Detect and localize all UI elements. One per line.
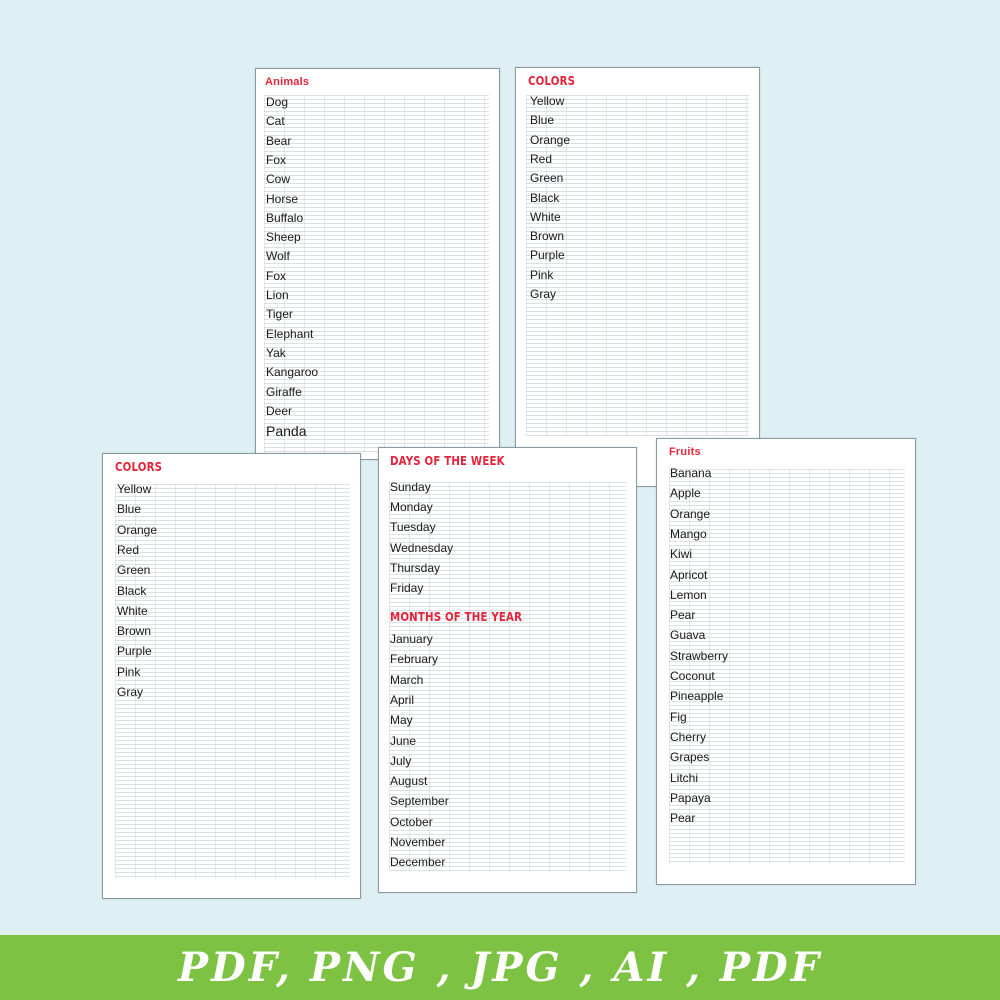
word-item: White xyxy=(117,603,148,618)
word-item: August xyxy=(390,774,428,789)
word-item: Tiger xyxy=(266,307,293,322)
word-item: Cat xyxy=(266,114,285,129)
word-item: Pear xyxy=(670,811,696,826)
worksheet-colors-back: COLORS Yellow Blue Orange Red Green Black Whit… xyxy=(515,67,760,487)
word-item: Thursday xyxy=(390,560,441,575)
worksheet-title: Fruits xyxy=(669,446,701,458)
word-item: Tuesday xyxy=(390,520,436,535)
tracing-grid xyxy=(389,482,626,872)
word-item: Green xyxy=(530,171,564,186)
word-item: Friday xyxy=(390,581,424,595)
word-item: Banana xyxy=(670,466,712,480)
word-item: Wednesday xyxy=(390,540,454,555)
word-item: Elephant xyxy=(266,326,314,341)
word-item: Mango xyxy=(670,526,707,541)
months-title: MONTHS OF THE YEAR xyxy=(390,610,523,624)
worksheet-fruits: Fruits Banana Apple Orange Mango Kiwi Apricot… xyxy=(656,438,916,885)
word-item: October xyxy=(390,814,433,829)
word-item: Fox xyxy=(266,268,287,283)
word-item: Brown xyxy=(117,624,152,639)
word-item: Yak xyxy=(266,345,286,360)
days-title: DAYS OF THE WEEK xyxy=(390,454,505,468)
word-item: Sunday xyxy=(390,480,431,494)
word-item: Purple xyxy=(117,644,152,659)
word-item: November xyxy=(390,835,446,849)
word-item: Papaya xyxy=(670,790,711,805)
word-item: June xyxy=(390,733,417,748)
word-item: Bear xyxy=(266,133,292,148)
word-item: Blue xyxy=(530,113,555,128)
word-item: Purple xyxy=(530,248,565,263)
worksheet-days-months: DAYS OF THE WEEK MONTHS OF THE YEAR Sund… xyxy=(378,447,637,893)
tracing-grid xyxy=(115,484,350,878)
word-item: White xyxy=(530,209,561,224)
tracing-grid xyxy=(264,95,489,453)
word-item: Grapes xyxy=(670,750,710,765)
word-item: Sheep xyxy=(266,230,301,245)
word-item: Red xyxy=(117,542,140,557)
word-item: Pineapple xyxy=(670,689,724,704)
word-item: Red xyxy=(530,151,553,166)
word-item: Brown xyxy=(530,229,565,244)
word-item: Kangaroo xyxy=(266,365,319,380)
word-item: Kiwi xyxy=(670,547,693,562)
word-item: Orange xyxy=(117,522,158,537)
word-item: December xyxy=(390,855,446,870)
word-item: Blue xyxy=(117,502,142,517)
word-item: May xyxy=(390,713,413,728)
word-item: Giraffe xyxy=(266,384,302,399)
word-item: Litchi xyxy=(670,770,699,785)
word-item: Cherry xyxy=(670,729,707,744)
word-item: Dog xyxy=(266,95,289,109)
word-item: Apple xyxy=(670,486,701,501)
word-item: Orange xyxy=(670,506,711,521)
worksheet-title: COLORS xyxy=(528,74,576,88)
format-banner-text: PDF, PNG , JPG , AI , PDF xyxy=(177,944,823,991)
word-item: Yellow xyxy=(530,94,565,108)
word-item: February xyxy=(390,652,439,667)
word-item: Cow xyxy=(266,172,291,187)
word-item: Strawberry xyxy=(670,648,729,663)
word-item: March xyxy=(390,672,424,687)
word-item: Black xyxy=(530,190,560,205)
word-item: Panda xyxy=(266,423,307,440)
word-item: Gray xyxy=(530,287,557,301)
word-item: Fox xyxy=(266,152,287,167)
worksheet-colors-front: COLORS Yellow Blue Orange Red Green Black Whit… xyxy=(102,453,361,899)
word-item: Wolf xyxy=(266,249,290,264)
word-item: Black xyxy=(117,583,147,598)
word-item: April xyxy=(390,692,415,707)
worksheet-animals: Animals Dog Cat Bear Fox Cow Horse Buffalo Shee… xyxy=(255,68,500,460)
word-item: Orange xyxy=(530,132,571,147)
word-item: Pink xyxy=(117,664,141,679)
word-item: Yellow xyxy=(117,482,152,496)
word-item: September xyxy=(390,794,449,809)
word-item: Horse xyxy=(266,191,299,206)
worksheet-title: Animals xyxy=(265,76,310,88)
word-item: Coconut xyxy=(670,669,715,683)
word-item: Pear xyxy=(670,608,696,623)
word-item: Fig xyxy=(670,709,687,724)
word-item: Buffalo xyxy=(266,210,304,225)
word-item: Lemon xyxy=(670,587,707,602)
word-item: Gray xyxy=(117,685,144,699)
word-item: Lion xyxy=(266,288,289,302)
word-item: January xyxy=(390,632,433,646)
worksheet-title: COLORS xyxy=(115,460,163,474)
tracing-grid xyxy=(669,469,905,864)
word-item: Monday xyxy=(390,500,433,515)
word-item: Pink xyxy=(530,267,554,282)
format-banner: PDF, PNG , JPG , AI , PDF xyxy=(0,935,1000,1000)
word-item: July xyxy=(390,753,412,768)
tracing-grid xyxy=(526,95,749,436)
word-item: Apricot xyxy=(670,567,708,582)
word-item: Green xyxy=(117,563,151,578)
word-item: Guava xyxy=(670,628,706,643)
word-item: Deer xyxy=(266,403,293,418)
